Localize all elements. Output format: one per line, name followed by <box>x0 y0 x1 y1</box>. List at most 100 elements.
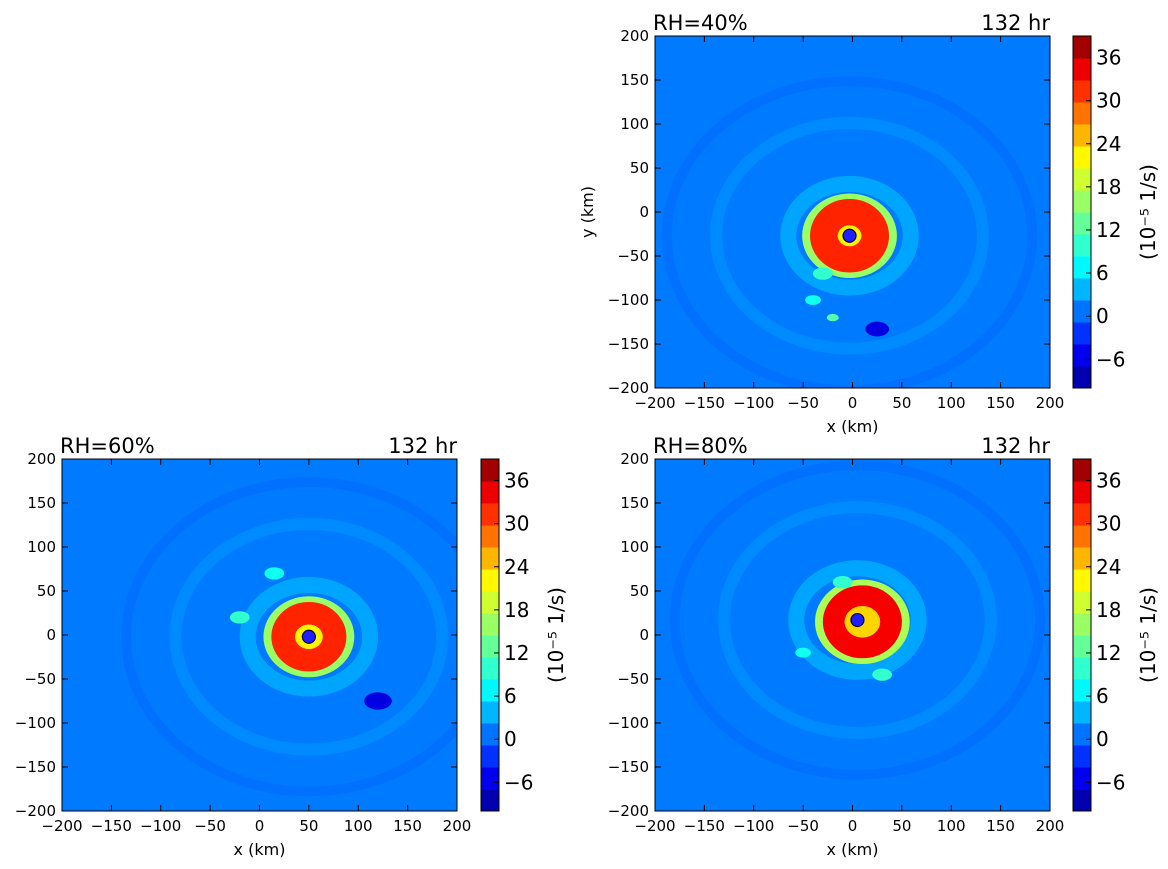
y-tick-label: −200 <box>608 802 649 820</box>
x-tick-label: 0 <box>848 394 858 412</box>
y-tick-label: 50 <box>37 582 56 600</box>
colorbar-label: (10⁻⁵ 1/s) <box>1136 164 1160 260</box>
chart-panel-bottom-left: −200 −150 −100 −50 0 50 100 150 200−200−150−100−… <box>15 434 568 859</box>
colorbar-label: (10⁻⁵ 1/s) <box>544 587 568 683</box>
y-tick-label: 150 <box>620 494 649 512</box>
x-tick-label: 200 <box>443 817 472 835</box>
colorbar-level <box>481 503 499 526</box>
x-tick-label: −50 <box>194 817 226 835</box>
x-tick-label: −150 <box>684 817 725 835</box>
colorbar-tick-label: −6 <box>1096 770 1125 794</box>
x-tick-label: −200 <box>41 817 82 835</box>
panel-title-left: RH=40% <box>653 11 748 35</box>
y-tick-label: −50 <box>617 247 649 265</box>
x-axis-label: x (km) <box>234 840 286 859</box>
eyewall-ring <box>810 199 890 273</box>
vorticity-field <box>655 36 1050 388</box>
colorbar-level <box>1073 789 1091 812</box>
colorbar-level <box>1073 168 1091 191</box>
colorbar-tick-label: −6 <box>1096 347 1125 371</box>
x-tick-label: 50 <box>892 817 911 835</box>
x-tick-label: −150 <box>91 817 132 835</box>
x-tick-label: 150 <box>986 817 1015 835</box>
y-tick-label: 50 <box>630 159 649 177</box>
colorbar-level <box>1073 80 1091 103</box>
storm-center-marker <box>842 228 857 243</box>
y-tick-label: 0 <box>46 626 56 644</box>
colorbar-tick-label: 24 <box>1096 132 1121 156</box>
colorbar-level <box>481 789 499 812</box>
colorbar-level <box>1073 366 1091 389</box>
y-tick-label: 0 <box>639 203 649 221</box>
y-tick-label: −50 <box>24 670 56 688</box>
colorbar-level <box>1073 124 1091 147</box>
y-tick-label: 100 <box>620 115 649 133</box>
colorbar-tick-label: 0 <box>504 727 517 751</box>
colorbar-level <box>481 767 499 790</box>
y-tick-label: 200 <box>620 27 649 45</box>
colorbar-tick-label: 12 <box>1096 218 1121 242</box>
colorbar-frame <box>480 458 500 812</box>
vorticity-band <box>788 560 927 680</box>
vorticity-band <box>780 175 919 296</box>
colorbar-level <box>1073 569 1091 592</box>
colorbar-tick-label: 0 <box>1096 727 1109 751</box>
y-axis-label: y (km) <box>578 186 597 238</box>
colorbar-level <box>481 635 499 658</box>
y-tick-label: −100 <box>15 714 56 732</box>
colorbar-tick-label: 18 <box>1096 175 1121 199</box>
colorbar-level <box>481 613 499 636</box>
y-tick-label: −100 <box>608 714 649 732</box>
colorbar-level <box>481 701 499 724</box>
colorbar-level <box>1073 459 1091 482</box>
chart-panel-top-right: −200 −150 −100 −50 0 50 100 150 200−200−150−100−… <box>578 11 1160 436</box>
x-tick-label: 200 <box>1036 817 1065 835</box>
y-tick-label: −200 <box>15 802 56 820</box>
colorbar-level <box>1073 278 1091 301</box>
x-tick-label: 50 <box>892 394 911 412</box>
vorticity-blob <box>872 668 892 681</box>
vorticity-blob <box>264 567 285 580</box>
colorbar-level <box>481 459 499 482</box>
colorbar-level <box>481 745 499 768</box>
vorticity-band <box>669 460 1046 780</box>
x-tick-label: 0 <box>848 817 858 835</box>
colorbar-tick-label: 0 <box>1096 304 1109 328</box>
vorticity-field <box>62 459 457 811</box>
x-tick-label: −100 <box>733 817 774 835</box>
vorticity-band <box>756 533 959 707</box>
colorbar-level <box>1073 234 1091 257</box>
y-tick-label: −200 <box>608 379 649 397</box>
colorbar-tick-label: 30 <box>1096 512 1121 536</box>
vorticity-blob <box>364 692 392 710</box>
colorbar-tick-label: 24 <box>504 555 529 579</box>
x-axis-label: x (km) <box>827 417 879 436</box>
vorticity-band <box>718 501 997 739</box>
x-axis-label: x (km) <box>827 840 879 859</box>
storm-center-marker <box>301 629 316 644</box>
colorbar-level <box>1073 146 1091 169</box>
colorbar-level <box>1073 525 1091 548</box>
x-tick-label: −150 <box>684 394 725 412</box>
x-tick-label: 0 <box>255 817 265 835</box>
x-tick-label: 200 <box>1036 394 1065 412</box>
colorbar-level <box>1073 102 1091 125</box>
y-tick-label: 200 <box>620 450 649 468</box>
colorbar-level <box>481 657 499 680</box>
colorbar-level <box>1073 322 1091 345</box>
colorbar-level <box>1073 256 1091 279</box>
x-tick-label: 150 <box>986 394 1015 412</box>
colorbar-level <box>1073 300 1091 323</box>
vorticity-band <box>208 550 410 724</box>
colorbar-tick-label: 12 <box>1096 641 1121 665</box>
x-tick-label: 100 <box>344 817 373 835</box>
colorbar-level <box>1073 745 1091 768</box>
colorbar-tick-label: 12 <box>504 641 529 665</box>
chart-panel-bottom-right: −200 −150 −100 −50 0 50 100 150 200−200−150−100−… <box>608 434 1160 859</box>
colorbar: −6 0 6 12 18 24 30 36 (10⁻⁵ 1/s) <box>480 458 568 812</box>
colorbar-level <box>481 591 499 614</box>
colorbar-level <box>1073 36 1091 59</box>
colorbar-tick-label: 36 <box>504 469 529 493</box>
y-tick-label: −50 <box>617 670 649 688</box>
